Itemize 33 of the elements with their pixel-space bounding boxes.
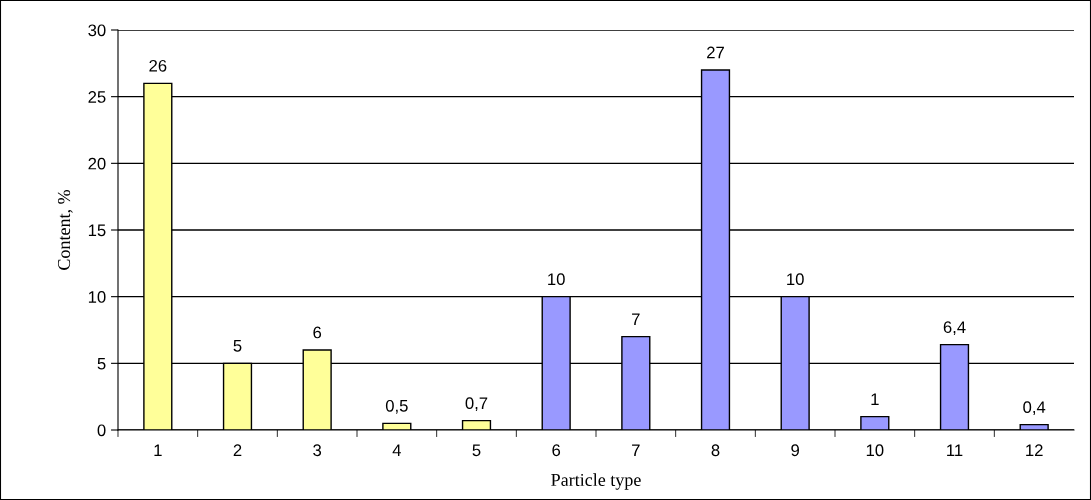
data-label: 1 [871, 393, 879, 405]
x-tick-label: 12 [1026, 444, 1043, 456]
y-axis-title: Content, % [57, 190, 73, 270]
x-tick-label: 7 [632, 444, 640, 456]
y-tick-label: 30 [88, 24, 106, 37]
data-label: 7 [632, 313, 640, 325]
x-tick-label: 8 [711, 444, 720, 457]
x-tick-label: 9 [791, 444, 800, 457]
data-label: 26 [149, 59, 167, 72]
x-tick-label: 10 [866, 444, 884, 457]
x-tick-label: 11 [947, 444, 963, 456]
data-label: 10 [548, 273, 565, 286]
data-label: 6 [313, 326, 322, 339]
y-tick-label: 5 [97, 357, 106, 370]
x-tick-label: 5 [472, 444, 481, 457]
data-label: 0,4 [1023, 401, 1046, 416]
y-tick-label: 15 [88, 224, 106, 237]
y-tick-label: 10 [88, 291, 106, 303]
x-tick-label: 6 [552, 444, 561, 457]
y-tick-label: 25 [88, 91, 106, 103]
data-label: 27 [707, 46, 724, 59]
data-label: 0,5 [385, 399, 408, 414]
y-tick-label: 20 [88, 157, 106, 170]
x-tick-label: 2 [233, 444, 242, 456]
x-tick-label: 4 [392, 444, 401, 456]
data-label: 10 [787, 273, 804, 286]
data-label: 5 [233, 340, 242, 352]
x-tick-label: 3 [313, 444, 322, 457]
y-tick-label: 0 [97, 424, 106, 437]
x-tick-label: 1 [154, 444, 162, 456]
data-label: 6,4 [943, 321, 966, 336]
x-axis-title: Particle type [551, 473, 641, 490]
data-label: 0,7 [465, 397, 488, 412]
